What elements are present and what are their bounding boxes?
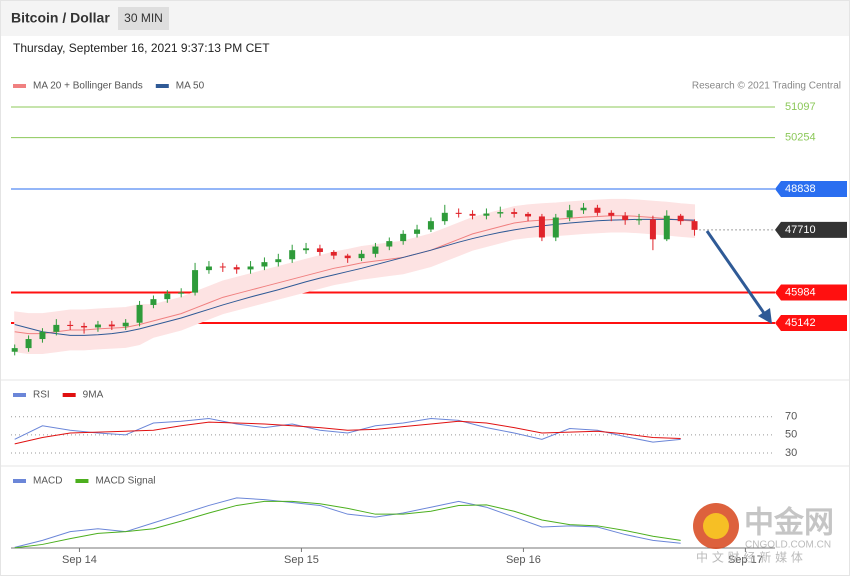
candle-body — [414, 229, 421, 234]
legend-label: MA 20 + Bollinger Bands — [33, 81, 143, 92]
timeframe-box — [118, 7, 169, 30]
legend-label: MACD — [33, 476, 62, 487]
candle-body — [358, 253, 365, 259]
candle-body — [608, 212, 615, 216]
candle-body — [538, 216, 545, 238]
price-tag — [775, 180, 847, 197]
price-label: 45984 — [785, 286, 816, 298]
credit: Research © 2021 Trading Central — [692, 81, 841, 92]
candle-body — [11, 348, 18, 352]
candle-body — [677, 215, 684, 222]
candle-body — [497, 212, 504, 214]
legend-swatch — [13, 479, 26, 483]
legend-swatch — [62, 393, 76, 397]
legend-swatch — [13, 393, 26, 397]
x-tick-label: Sep 17 — [728, 554, 763, 566]
price-label: 47710 — [785, 224, 816, 236]
candle-body — [164, 293, 171, 300]
candle-body — [247, 266, 254, 270]
watermark-domain: CNGOLD.COM.CN — [745, 540, 831, 551]
candle-body — [94, 324, 101, 328]
candle-body — [580, 207, 587, 211]
bollinger-band — [14, 198, 696, 355]
candle-body — [649, 219, 656, 240]
candle-body — [483, 213, 490, 216]
series-line — [14, 218, 695, 336]
candle-body — [344, 255, 351, 259]
y-tick-label: 30 — [785, 447, 797, 459]
y-tick-label: 70 — [785, 411, 797, 423]
price-label: 48838 — [785, 183, 816, 195]
candle-body — [39, 331, 46, 340]
x-tick-label: Sep 16 — [506, 554, 541, 566]
forecast-arrow-head — [758, 308, 772, 324]
candle-body — [455, 212, 462, 214]
candle-body — [372, 246, 379, 254]
watermark-brand: 中金网 — [744, 506, 834, 541]
candle-body — [427, 221, 434, 230]
x-tick-label: Sep 14 — [62, 554, 97, 566]
price-tag — [775, 284, 847, 301]
candle-body — [594, 207, 601, 213]
candle-body — [25, 339, 32, 349]
candle-body — [81, 325, 88, 328]
candle-body — [67, 324, 74, 326]
candle-body — [192, 270, 199, 293]
candle-body — [636, 219, 643, 221]
legend-label: MA 50 — [176, 81, 205, 92]
watermark-logo — [703, 513, 729, 539]
candle-body — [219, 266, 226, 268]
candle-body — [511, 212, 518, 214]
candle-body — [566, 210, 573, 218]
price-label: 50254 — [785, 131, 816, 143]
price-tag — [775, 221, 847, 238]
candle-body — [303, 248, 310, 251]
candle-body — [316, 248, 323, 252]
candle-body — [441, 212, 448, 222]
legend-swatch — [155, 84, 169, 88]
legend-label: MACD Signal — [95, 476, 155, 487]
series-line — [14, 420, 681, 445]
candle-body — [525, 213, 532, 217]
candle-body — [108, 324, 115, 327]
series-line — [14, 418, 681, 443]
candle-body — [289, 250, 296, 260]
candle-body — [469, 213, 476, 216]
price-label: 45142 — [785, 317, 816, 329]
candle-body — [136, 304, 143, 323]
candle-body — [330, 251, 337, 256]
timeframe: 30 MIN — [124, 11, 163, 25]
y-tick-label: 50 — [785, 429, 797, 441]
legend-label: RSI — [33, 390, 50, 401]
candle-body — [261, 262, 268, 267]
candle-body — [150, 299, 157, 305]
legend-swatch — [13, 84, 26, 88]
candle-body — [691, 221, 698, 230]
candle-body — [178, 292, 185, 294]
watermark: 中金网 CNGOLD.COM.CN 中 文 财 经 新 媒 体 — [693, 503, 834, 565]
series-line — [14, 215, 695, 335]
title: Bitcoin / Dollar — [11, 10, 110, 26]
legend-swatch — [75, 479, 89, 483]
candle-body — [552, 217, 559, 238]
x-tick-label: Sep 15 — [284, 554, 319, 566]
candle-body — [400, 233, 407, 242]
legend-label: 9MA — [83, 390, 104, 401]
watermark-tagline: 中 文 财 经 新 媒 体 — [696, 550, 803, 565]
candle-body — [53, 324, 60, 332]
candle-body — [233, 267, 240, 270]
candle-body — [275, 259, 282, 263]
price-label: 51097 — [785, 101, 816, 113]
candle-body — [663, 215, 670, 240]
price-tag — [775, 315, 847, 332]
series-line — [14, 500, 681, 549]
timestamp: Thursday, September 16, 2021 9:37:13 PM … — [13, 41, 270, 55]
candle-body — [622, 215, 629, 221]
candle-body — [122, 322, 129, 327]
candle-body — [386, 241, 393, 247]
candle-body — [205, 266, 212, 271]
forecast-arrow — [705, 230, 768, 317]
